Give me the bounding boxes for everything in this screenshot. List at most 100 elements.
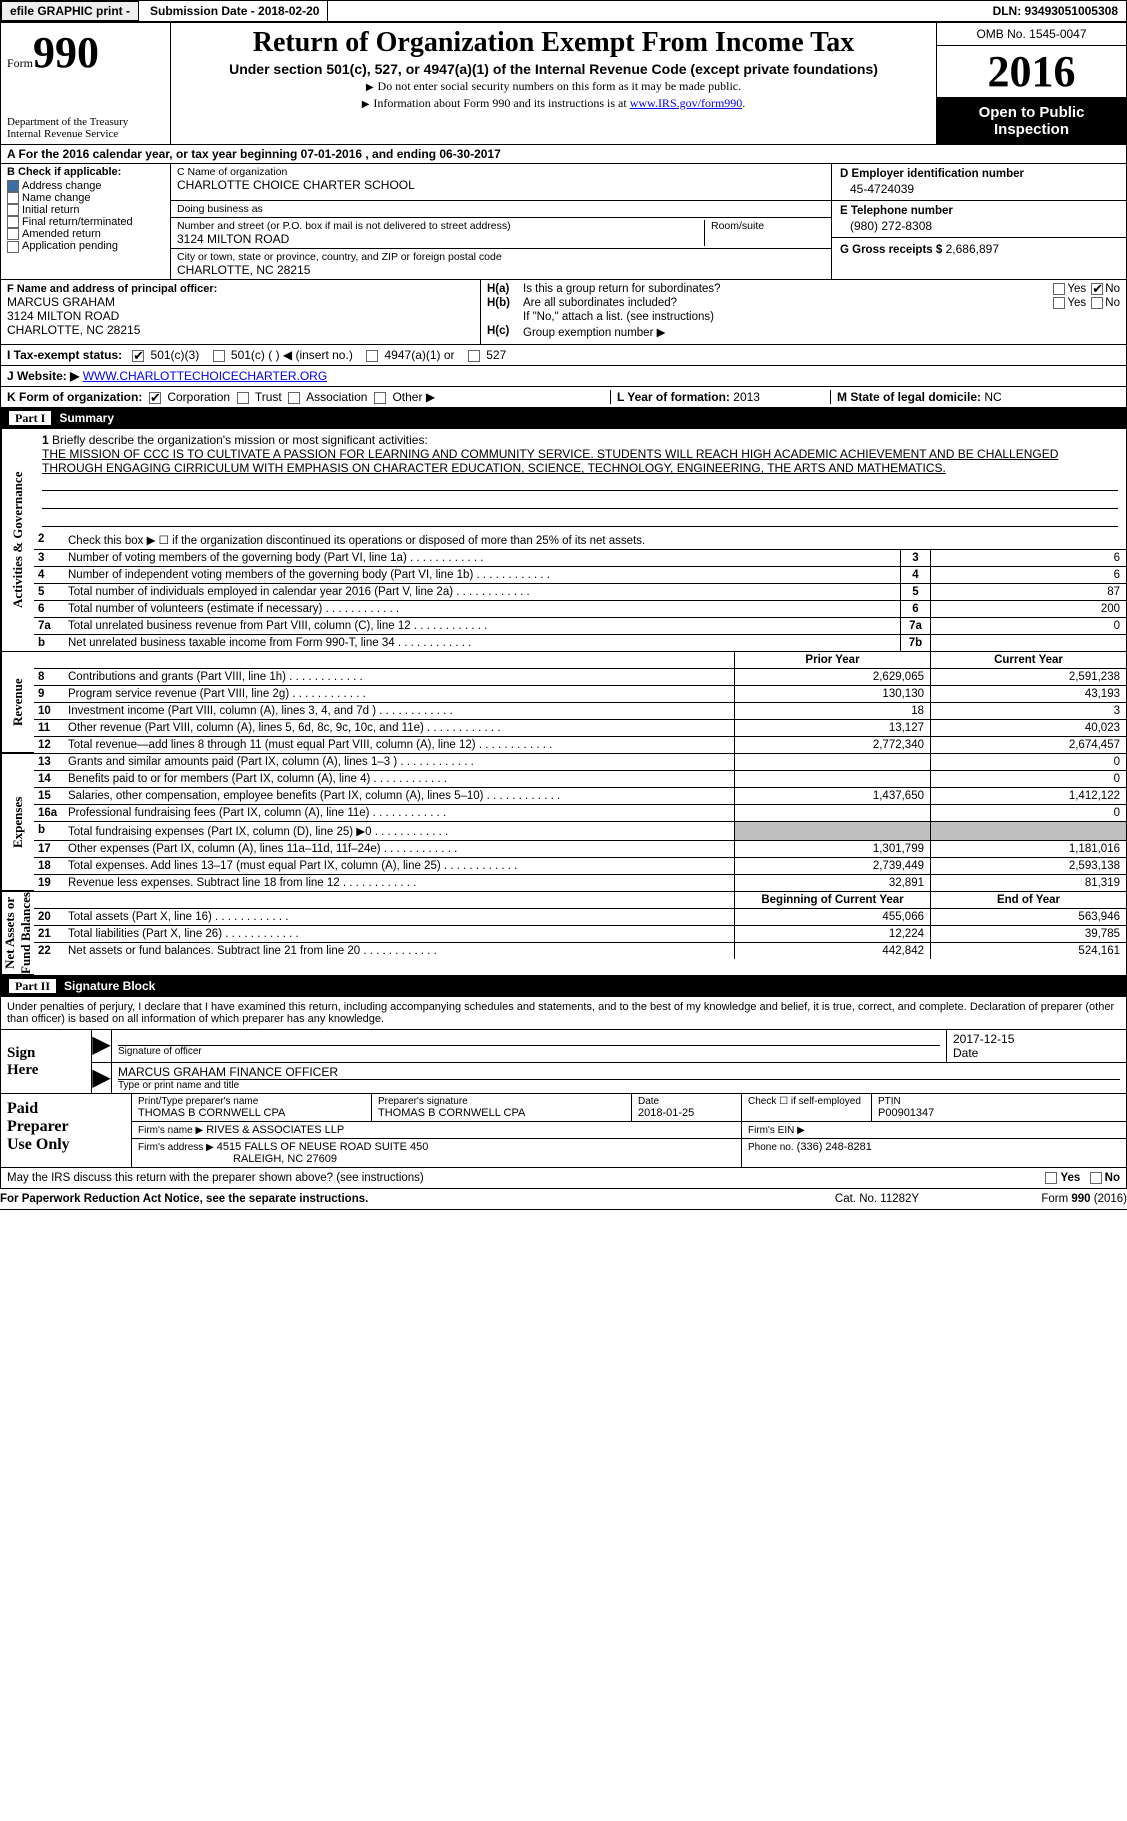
firm-ein-hint: Firm's EIN ▶ — [748, 1125, 805, 1136]
sign-here-label: Sign Here — [1, 1030, 91, 1093]
topbar: efile GRAPHIC print - Submission Date - … — [0, 0, 1127, 22]
col-b-label: B Check if applicable: — [7, 166, 164, 178]
discuss-text: May the IRS discuss this return with the… — [7, 1172, 424, 1184]
officer-name-title: MARCUS GRAHAM FINANCE OFFICER — [118, 1065, 1120, 1080]
officer-name-hint: Type or print name and title — [118, 1080, 1120, 1091]
sig-date: 2017-12-15 — [953, 1032, 1120, 1046]
row-k-label: K Form of organization: — [7, 390, 142, 404]
form-word: Form — [7, 56, 33, 70]
col-h: H(a) Is this a group return for subordin… — [481, 280, 1126, 344]
mission-num: 1 — [42, 433, 49, 447]
col-prior-year: Prior Year — [734, 652, 930, 668]
dln: DLN: 93493051005308 — [985, 1, 1126, 21]
ha-no-chk[interactable] — [1091, 283, 1103, 295]
dept-irs: Internal Revenue Service — [7, 128, 128, 140]
tel: (980) 272-8308 — [840, 219, 1118, 233]
line-4: 4Number of independent voting members of… — [34, 567, 1126, 584]
paid-preparer-block: Paid Preparer Use Only Print/Type prepar… — [0, 1094, 1127, 1168]
chk-amended[interactable] — [7, 228, 19, 240]
chk-address-change[interactable] — [7, 180, 19, 192]
hc-text: Group exemption number ▶ — [523, 325, 1120, 339]
line-6: 6Total number of volunteers (estimate if… — [34, 601, 1126, 618]
block-bcd: B Check if applicable: Address change Na… — [0, 164, 1127, 280]
tel-label: E Telephone number — [840, 205, 1118, 217]
chk-name-change[interactable] — [7, 192, 19, 204]
sig-caret-1: ▶ — [92, 1030, 112, 1062]
hc-label: H(c) — [487, 325, 523, 339]
chk-other[interactable] — [374, 392, 386, 404]
info-link[interactable]: www.IRS.gov/form990 — [630, 96, 743, 110]
chk-final-return[interactable] — [7, 216, 19, 228]
firm-phone: (336) 248-8281 — [797, 1141, 872, 1153]
row-j-label: J Website: ▶ — [7, 369, 79, 383]
form-subtitle: Under section 501(c), 527, or 4947(a)(1)… — [179, 61, 928, 77]
prep-name-hint: Print/Type preparer's name — [138, 1096, 365, 1107]
part1-num: Part I — [9, 411, 51, 425]
side-exp: Expenses — [1, 754, 34, 891]
footer-right: Form 990 (2016) — [967, 1193, 1127, 1205]
chk-initial-return[interactable] — [7, 204, 19, 216]
chk-trust[interactable] — [237, 392, 249, 404]
l-label: L Year of formation: — [617, 390, 730, 404]
website-link[interactable]: WWW.CHARLOTTECHOICECHARTER.ORG — [83, 369, 327, 383]
officer-addr1: 3124 MILTON ROAD — [7, 309, 474, 323]
hb-yes-chk[interactable] — [1053, 297, 1065, 309]
chk-501c3[interactable] — [132, 350, 144, 362]
line-5: 5Total number of individuals employed in… — [34, 584, 1126, 601]
line-14: 14Benefits paid to or for members (Part … — [34, 771, 1126, 788]
ptin: P00901347 — [878, 1107, 1120, 1119]
street-hint: Number and street (or P.O. box if mail i… — [177, 220, 698, 232]
line-3: 3Number of voting members of the governi… — [34, 550, 1126, 567]
chk-assoc[interactable] — [288, 392, 300, 404]
col-c: C Name of organization CHARLOTTE CHOICE … — [171, 164, 831, 279]
chk-app-pending[interactable] — [7, 241, 19, 253]
hb-no-chk[interactable] — [1091, 297, 1103, 309]
line-11: 11Other revenue (Part VIII, column (A), … — [34, 720, 1126, 737]
line-19: 19Revenue less expenses. Subtract line 1… — [34, 875, 1126, 891]
sign-here-block: Sign Here ▶ Signature of officer 2017-12… — [0, 1030, 1127, 1094]
phone-hint: Phone no. — [748, 1142, 794, 1153]
org-name: CHARLOTTE CHOICE CHARTER SCHOOL — [177, 178, 825, 192]
chk-501c[interactable] — [213, 350, 225, 362]
line-16a: 16aProfessional fundraising fees (Part I… — [34, 805, 1126, 822]
room-hint: Room/suite — [711, 220, 825, 232]
tax-year: 2016 — [937, 46, 1126, 98]
efile-print-btn[interactable]: efile GRAPHIC print - — [1, 1, 139, 21]
col-begin-year: Beginning of Current Year — [734, 892, 930, 908]
chk-4947[interactable] — [366, 350, 378, 362]
ptin-hint: PTIN — [878, 1096, 1120, 1107]
hb-label: H(b) — [487, 297, 523, 309]
chk-527[interactable] — [468, 350, 480, 362]
footer: For Paperwork Reduction Act Notice, see … — [0, 1189, 1127, 1210]
line-10: 10Investment income (Part VIII, column (… — [34, 703, 1126, 720]
firm-name: RIVES & ASSOCIATES LLP — [206, 1124, 344, 1136]
colhdr-rev: Prior Year Current Year — [34, 652, 1126, 669]
row-a-tax-year: A For the 2016 calendar year, or tax yea… — [0, 145, 1127, 164]
prep-date-hint: Date — [638, 1096, 735, 1107]
discuss-no-chk[interactable] — [1090, 1172, 1102, 1184]
chk-corp[interactable] — [149, 392, 161, 404]
line-22: 22Net assets or fund balances. Subtract … — [34, 943, 1126, 959]
side-na: Net Assets or Fund Balances — [1, 892, 34, 975]
street: 3124 MILTON ROAD — [177, 232, 698, 246]
city: CHARLOTTE, NC 28215 — [177, 263, 825, 277]
form-title: Return of Organization Exempt From Incom… — [179, 27, 928, 59]
discuss-yes-chk[interactable] — [1045, 1172, 1057, 1184]
ha-yes-chk[interactable] — [1053, 283, 1065, 295]
dba-hint: Doing business as — [177, 203, 825, 215]
firm-addr2: RALEIGH, NC 27609 — [138, 1153, 735, 1165]
m-val: NC — [984, 390, 1001, 404]
officer-label: F Name and address of principal officer: — [7, 283, 474, 295]
name-hint: C Name of organization — [177, 166, 825, 178]
col-d: D Employer identification number 45-4724… — [831, 164, 1126, 279]
prep-sig-hint: Preparer's signature — [378, 1096, 625, 1107]
ha-text: Is this a group return for subordinates? — [523, 283, 980, 295]
row-i: I Tax-exempt status: 501(c)(3) 501(c) ( … — [0, 345, 1127, 366]
prep-name: THOMAS B CORNWELL CPA — [138, 1107, 365, 1119]
row-i-label: I Tax-exempt status: — [7, 348, 122, 362]
col-end-year: End of Year — [930, 892, 1126, 908]
part1-ag: Activities & Governance 1 Briefly descri… — [0, 429, 1127, 652]
prep-date: 2018-01-25 — [638, 1107, 735, 1119]
form-number: 990 — [33, 28, 99, 77]
ssn-warning: Do not enter social security numbers on … — [378, 79, 742, 93]
